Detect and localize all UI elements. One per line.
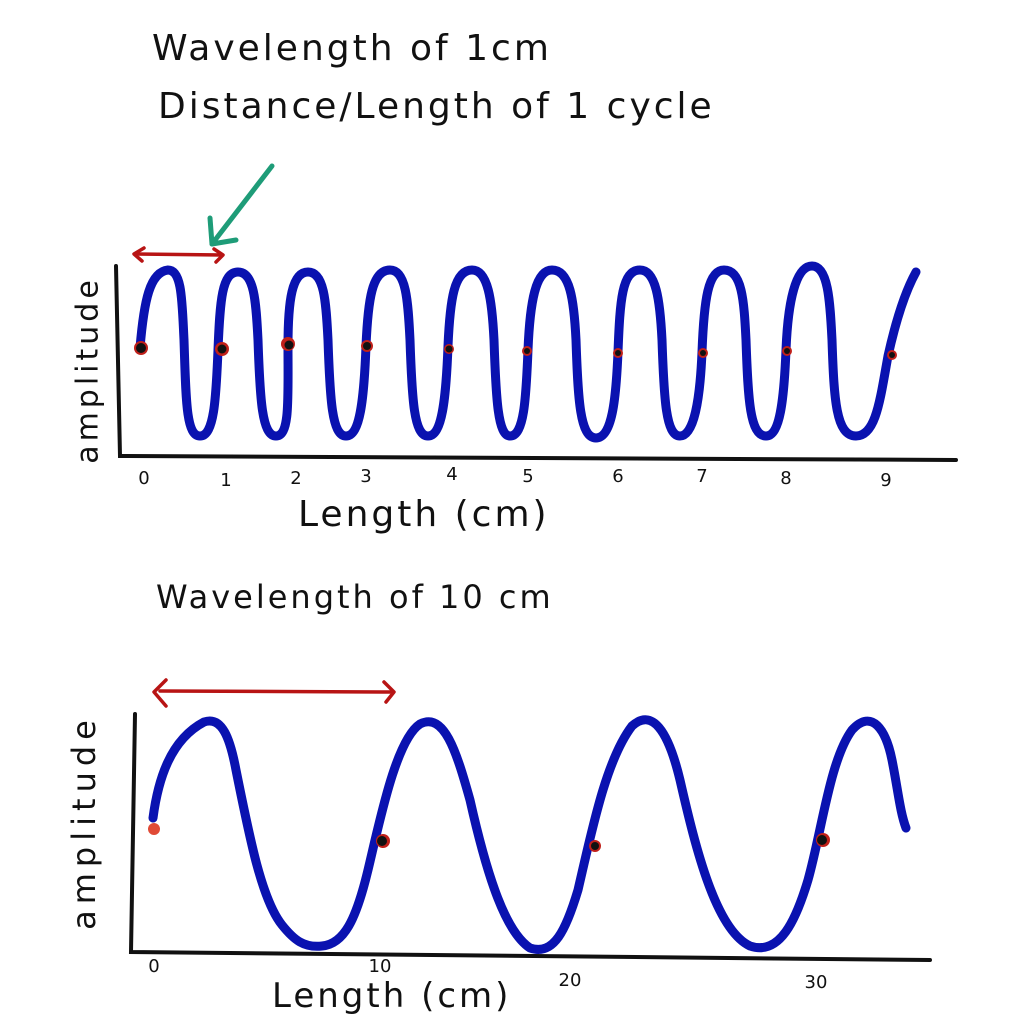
chart2-title: Wavelength of 10 cm bbox=[156, 578, 554, 616]
marker-point bbox=[816, 833, 830, 847]
chart1-axes bbox=[114, 264, 958, 462]
chart2-x-axis-label: Length (cm) bbox=[272, 976, 512, 1016]
chart1-markers bbox=[134, 337, 897, 360]
chart1-x-tick: 2 bbox=[290, 468, 302, 489]
chart1-x-axis-label: Length (cm) bbox=[298, 494, 550, 535]
chart2-wavelength-arrow bbox=[152, 678, 396, 708]
chart1-x-tick: 1 bbox=[220, 470, 232, 491]
chart1-x-tick: 0 bbox=[138, 468, 150, 489]
chart1-x-tick: 3 bbox=[360, 466, 372, 487]
marker-point bbox=[887, 350, 897, 360]
chart1-wave bbox=[135, 261, 921, 443]
marker-point bbox=[281, 337, 295, 351]
marker-point bbox=[444, 344, 454, 354]
chart2-axes bbox=[128, 712, 932, 962]
chart2-x-tick: 10 bbox=[368, 956, 392, 977]
chart2-x-tick: 20 bbox=[558, 970, 582, 991]
marker-point-start bbox=[148, 823, 160, 835]
marker-point bbox=[376, 834, 390, 848]
chart1-x-tick: 4 bbox=[446, 464, 458, 485]
marker-point bbox=[522, 346, 532, 356]
chart1-x-tick: 7 bbox=[696, 466, 708, 487]
marker-point bbox=[134, 341, 148, 355]
marker-point bbox=[613, 348, 623, 358]
chart1-x-tick: 6 bbox=[612, 466, 624, 487]
marker-point bbox=[782, 346, 792, 356]
marker-point bbox=[361, 340, 373, 352]
chart2-x-tick: 30 bbox=[804, 972, 828, 993]
chart2-wave bbox=[148, 715, 911, 954]
marker-point bbox=[589, 840, 601, 852]
chart2-x-tick: 0 bbox=[148, 956, 160, 977]
chart1-title: Wavelength of 1cm bbox=[152, 28, 552, 69]
chart1-subtitle: Distance/Length of 1 cycle bbox=[158, 86, 715, 127]
chart1-x-tick: 5 bbox=[522, 466, 534, 487]
chart1-wavelength-arrow bbox=[132, 246, 225, 264]
chart1-x-tick: 8 bbox=[780, 468, 792, 489]
marker-point bbox=[215, 342, 229, 356]
chart1-x-tick: 9 bbox=[880, 470, 892, 491]
chart2-markers bbox=[148, 823, 830, 852]
green-pointer-arrow bbox=[207, 163, 275, 247]
marker-point bbox=[698, 348, 708, 358]
